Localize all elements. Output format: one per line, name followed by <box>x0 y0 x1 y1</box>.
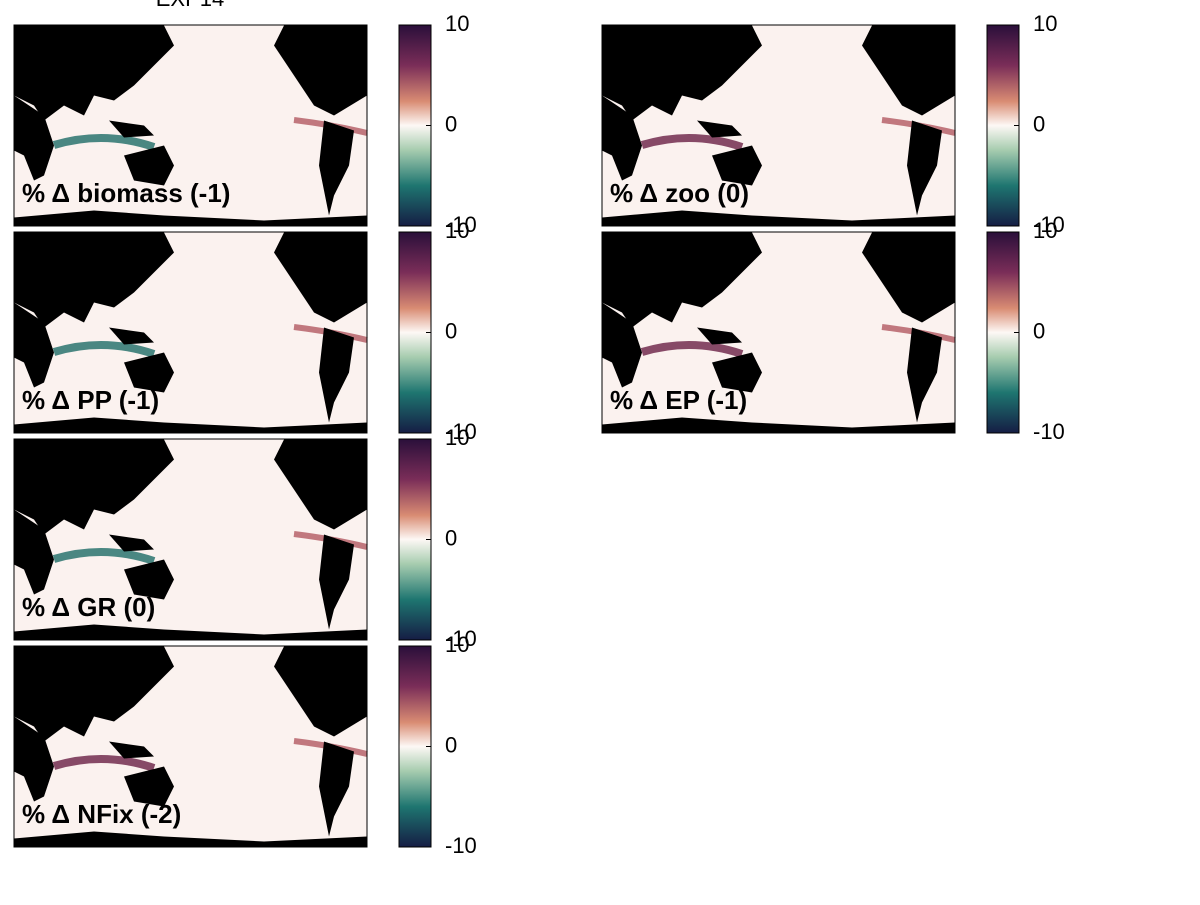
map-frame <box>601 231 956 434</box>
anomaly-band <box>52 340 156 358</box>
colorbar <box>398 231 432 434</box>
map-frame <box>13 645 368 848</box>
colorbar-tick-label: 10 <box>445 11 469 36</box>
map-panel: % Δ zoo (0) 10 0 -10 <box>601 11 1065 237</box>
colorbar-tick-label: -10 <box>445 212 477 237</box>
colorbar-tick-label: -10 <box>445 833 477 858</box>
colorbar <box>398 24 432 227</box>
map-frame <box>13 438 368 641</box>
colorbar-tick-label: 10 <box>1033 218 1057 243</box>
colorbar <box>986 231 1020 434</box>
colorbar-tick-label: -10 <box>445 419 477 444</box>
colorbar-tick-label: -10 <box>445 626 477 651</box>
colorbar-tick-label: 0 <box>445 318 457 343</box>
map-frame <box>13 231 368 434</box>
panel-label: % Δ GR (0) <box>22 592 155 622</box>
map-panel: % Δ NFix (-2) 10 0 -10 <box>13 632 477 858</box>
map-panel: % Δ EP (-1) 10 0 -10 <box>601 218 1065 444</box>
colorbar-tick-label: 0 <box>445 111 457 136</box>
colorbar-tick-label: 0 <box>445 525 457 550</box>
map-panel: % Δ GR (0) 10 0 -10 <box>13 425 477 651</box>
colorbar-tick-label: 0 <box>445 732 457 757</box>
map-frame <box>601 24 956 227</box>
colorbar-tick-label: -10 <box>1033 212 1065 237</box>
colorbar-tick-label: 10 <box>445 632 469 657</box>
colorbar-tick-label: -10 <box>1033 419 1065 444</box>
colorbar <box>986 24 1020 227</box>
panel-label: % Δ biomass (-1) <box>22 178 230 208</box>
anomaly-band <box>52 547 156 565</box>
colorbar <box>398 438 432 641</box>
map-panel: % Δ biomass (-1) 10 0 -10 <box>13 11 477 237</box>
map-panel: % Δ PP (-1) 10 0 -10 <box>13 218 477 444</box>
figure-title: EXP14 <box>156 0 225 11</box>
anomaly-band <box>52 754 156 772</box>
panel-label: % Δ NFix (-2) <box>22 799 181 829</box>
panel-label: % Δ zoo (0) <box>610 178 749 208</box>
colorbar-tick-label: 0 <box>1033 111 1045 136</box>
colorbar-tick-label: 10 <box>1033 11 1057 36</box>
colorbar-tick-label: 0 <box>1033 318 1045 343</box>
map-frame <box>13 24 368 227</box>
panel-label: % Δ EP (-1) <box>610 385 747 415</box>
colorbar <box>398 645 432 848</box>
panel-label: % Δ PP (-1) <box>22 385 159 415</box>
colorbar-tick-label: 10 <box>445 218 469 243</box>
anomaly-band <box>640 133 744 151</box>
anomaly-band <box>640 340 744 358</box>
colorbar-tick-label: 10 <box>445 425 469 450</box>
anomaly-band <box>52 133 156 151</box>
